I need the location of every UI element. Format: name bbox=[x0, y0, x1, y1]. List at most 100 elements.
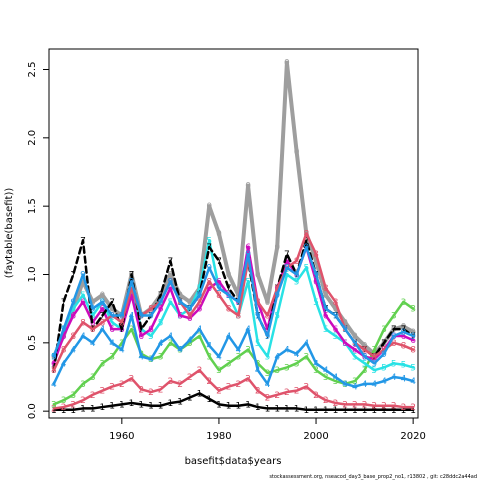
series-point-label: 0 bbox=[187, 298, 193, 308]
series-point-label: 9 bbox=[342, 325, 348, 335]
series-point-label: 1 bbox=[109, 402, 115, 412]
series-point-label: 8 bbox=[148, 305, 154, 315]
series-point-label: 4 bbox=[381, 377, 387, 387]
series-point-label: 5 bbox=[294, 277, 300, 287]
series-point-label: 1 bbox=[313, 406, 319, 416]
series-point-label: 2 bbox=[100, 387, 106, 397]
series-point-label: 3 bbox=[255, 359, 261, 369]
series-point-label: 8 bbox=[226, 305, 232, 315]
series-point-label: 4 bbox=[371, 380, 377, 390]
series-point-label: 0 bbox=[410, 328, 416, 338]
series-point-label: 5 bbox=[255, 339, 261, 349]
series-point-label: 1 bbox=[235, 402, 241, 412]
series-point-label: 6 bbox=[323, 312, 329, 322]
series-point-label: 0 bbox=[100, 291, 106, 301]
series-point-label: 2 bbox=[323, 396, 329, 406]
series-point-label: 3 bbox=[401, 298, 407, 308]
series-point-label: 2 bbox=[274, 391, 280, 401]
series-point-label: 4 bbox=[274, 353, 280, 363]
series-point-label: 1 bbox=[410, 406, 416, 416]
series-point-label: 2 bbox=[371, 402, 377, 412]
series-point-label: 1 bbox=[371, 406, 377, 416]
series-point-label: 6 bbox=[148, 325, 154, 335]
series-point-label: 4 bbox=[148, 355, 154, 365]
series-point-label: 5 bbox=[352, 353, 358, 363]
series-point-label: 1 bbox=[333, 406, 339, 416]
series-point-label: 0 bbox=[255, 271, 261, 281]
series-point-label: 1 bbox=[119, 400, 125, 410]
series-point-label: 1 bbox=[294, 404, 300, 414]
series-point-label: 8 bbox=[410, 346, 416, 356]
y-tick-label: 2.5 bbox=[27, 62, 38, 78]
series-point-label: 1 bbox=[255, 403, 261, 413]
series-point-label: 0 bbox=[362, 342, 368, 352]
series-point-label: 4 bbox=[138, 353, 144, 363]
series-point-label: 0 bbox=[168, 271, 174, 281]
series-point-label: 9 bbox=[119, 312, 125, 322]
series-point-label: 9 bbox=[313, 271, 319, 281]
series-point-label: 0 bbox=[284, 59, 290, 69]
series-point-label: 5 bbox=[391, 359, 397, 369]
series-point-label: 9 bbox=[197, 291, 203, 301]
series-point-label: 8 bbox=[333, 298, 339, 308]
series-point-label: 4 bbox=[391, 373, 397, 383]
series-point-label: 8 bbox=[216, 291, 222, 301]
series-point-label: 3 bbox=[197, 332, 203, 342]
series-point-label: 2 bbox=[70, 400, 76, 410]
series-point-label: 6 bbox=[61, 332, 67, 342]
series-point-label: 0 bbox=[352, 332, 358, 342]
series-line-3 bbox=[52, 300, 415, 406]
y-axis-title: (faytable(basefit)) bbox=[4, 188, 15, 279]
series-point-label: 4 bbox=[410, 377, 416, 387]
series-point-label: 1 bbox=[216, 400, 222, 410]
series-point-label: 4 bbox=[226, 332, 232, 342]
series-point-label: 4 bbox=[129, 312, 135, 322]
series-point-label: 9 bbox=[61, 325, 67, 335]
series-point-label: 2 bbox=[148, 388, 154, 398]
series-point-label: 9 bbox=[352, 339, 358, 349]
series-point-label: 3 bbox=[61, 396, 67, 406]
series-point-label: 9 bbox=[100, 298, 106, 308]
series-point-label: 6 bbox=[168, 284, 174, 294]
series-point-label: 2 bbox=[410, 403, 416, 413]
series-point-label: 2 bbox=[129, 374, 135, 384]
series-point-label: 7 bbox=[284, 250, 290, 260]
series-point-label: 1 bbox=[362, 406, 368, 416]
series-point-label: 9 bbox=[51, 353, 57, 363]
series-point-label: 8 bbox=[187, 312, 193, 322]
series-point-label: 6 bbox=[197, 305, 203, 315]
series-point-label: 1 bbox=[303, 406, 309, 416]
series-point-label: 8 bbox=[323, 284, 329, 294]
series-point-label: 8 bbox=[197, 298, 203, 308]
series-point-label: 2 bbox=[206, 377, 212, 387]
series-point-label: 1 bbox=[352, 406, 358, 416]
series-point-label: 1 bbox=[342, 406, 348, 416]
series-point-label: 8 bbox=[119, 318, 125, 328]
series-point-label: 5 bbox=[284, 271, 290, 281]
series-point-label: 4 bbox=[333, 373, 339, 383]
series-point-label: 4 bbox=[401, 374, 407, 384]
series-point-label: 5 bbox=[148, 332, 154, 342]
series-point-label: 5 bbox=[274, 312, 280, 322]
series-point-label: 6 bbox=[138, 332, 144, 342]
series-point-label: 2 bbox=[80, 396, 86, 406]
series-point-label: 8 bbox=[206, 277, 212, 287]
series-point-label: 6 bbox=[129, 291, 135, 301]
series-point-label: 4 bbox=[313, 359, 319, 369]
series-point-label: 3 bbox=[216, 366, 222, 376]
series-point-label: 0 bbox=[80, 277, 86, 287]
series-point-label: 4 bbox=[323, 366, 329, 376]
series-point-label: 6 bbox=[371, 355, 377, 365]
series-point-label: 3 bbox=[352, 377, 358, 387]
series-point-label: 5 bbox=[80, 291, 86, 301]
x-tick-label: 1980 bbox=[206, 431, 231, 442]
series-point-label: 2 bbox=[381, 402, 387, 412]
series-point-label: 3 bbox=[158, 353, 164, 363]
series-point-label: 1 bbox=[197, 389, 203, 399]
series-point-label: 4 bbox=[255, 366, 261, 376]
series-point-label: 4 bbox=[352, 383, 358, 393]
series-point-label: 4 bbox=[206, 342, 212, 352]
series-point-label: 9 bbox=[362, 353, 368, 363]
